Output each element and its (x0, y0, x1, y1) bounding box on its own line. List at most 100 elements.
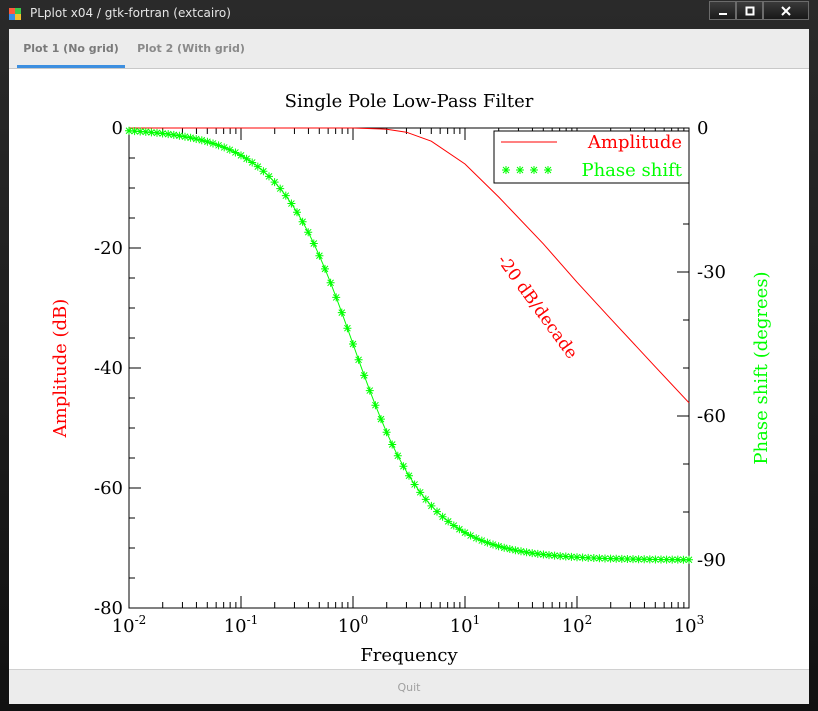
legend-phase-star (516, 166, 524, 174)
phase-marker (130, 127, 139, 136)
chart: Single Pole Low-Pass Filter 10-2 10-1 100 1… (50, 91, 772, 666)
phase-marker (298, 217, 307, 226)
phase-marker (309, 239, 318, 248)
plot-frame (128, 127, 690, 609)
phase-marker (589, 554, 598, 563)
y2-tick-label: 0 (697, 118, 708, 139)
phase-marker (337, 308, 346, 317)
maximize-button[interactable] (736, 1, 763, 20)
phase-marker (500, 543, 509, 552)
maximize-icon (745, 6, 754, 15)
phase-marker (237, 151, 245, 160)
legend-phase-star (544, 166, 552, 174)
phase-marker (595, 554, 604, 563)
phase-marker (377, 415, 385, 424)
phase-marker (539, 550, 548, 559)
phase-marker (606, 554, 615, 563)
phase-marker (438, 512, 447, 521)
phase-marker (332, 293, 341, 302)
phase-marker (522, 548, 531, 557)
y2-tick-label: -90 (697, 550, 726, 571)
phase-marker (421, 495, 430, 504)
phase-marker (668, 555, 677, 564)
phase-marker (561, 552, 570, 561)
phase-marker (679, 555, 688, 564)
phase-marker (477, 536, 486, 545)
x-tick-label: 101 (450, 613, 481, 637)
phase-marker (125, 126, 133, 135)
legend-phase-star (530, 166, 538, 174)
phase-marker (657, 555, 665, 564)
phase-marker (287, 199, 296, 208)
phase-marker (326, 278, 335, 287)
x-axis-label: Frequency (360, 645, 458, 666)
phase-marker (461, 528, 469, 537)
close-button[interactable] (763, 1, 809, 20)
app-icon (9, 8, 21, 20)
phase-marker (578, 553, 587, 562)
phase-marker (399, 462, 408, 471)
y-tick-label: -60 (94, 478, 123, 499)
x-tick-label: 10-1 (224, 613, 259, 637)
x-axis: 10-2 10-1 100 101 102 103 (112, 128, 704, 637)
x-tick-label: 100 (338, 613, 369, 637)
phase-marker (197, 136, 206, 145)
phase-marker (242, 154, 251, 163)
quit-button[interactable]: Quit (397, 680, 421, 694)
phase-marker (270, 178, 279, 187)
phase-marker (214, 141, 223, 150)
phase-marker (623, 555, 632, 564)
phase-marker (169, 130, 178, 139)
chart-title: Single Pole Low-Pass Filter (285, 91, 534, 112)
legend-phase-label: Phase shift (581, 160, 682, 181)
bottom-bar: Quit (9, 669, 809, 704)
phase-marker (449, 521, 458, 530)
phase-marker (354, 355, 363, 364)
phase-marker (393, 451, 402, 460)
phase-marker (388, 440, 397, 449)
tab-plot-1[interactable]: Plot 1 (No grid) (23, 42, 119, 55)
phase-marker (455, 525, 464, 534)
phase-marker (321, 264, 329, 273)
y-tick-label: 0 (112, 118, 123, 139)
phase-marker (685, 555, 693, 564)
y-tick-label: -40 (94, 358, 123, 379)
phase-marker (365, 386, 374, 395)
tab-plot-2[interactable]: Plot 2 (With grid) (137, 42, 245, 55)
phase-marker (673, 555, 682, 564)
active-tab-indicator (17, 65, 125, 68)
phase-marker (545, 551, 553, 560)
phase-marker (427, 501, 436, 510)
phase-marker (175, 131, 184, 140)
phase-line (128, 130, 689, 561)
phase-marker (147, 128, 156, 137)
phase-marker (416, 488, 425, 497)
close-icon (781, 5, 791, 16)
title-bar[interactable]: PLplot x04 / gtk-fortran (extcairo) (0, 0, 818, 28)
phase-marker (494, 542, 503, 551)
y-axis-label: Amplitude (dB) (50, 299, 71, 439)
phase-marker (651, 555, 660, 564)
phase-marker (617, 554, 626, 563)
client-area: Plot 1 (No grid) Plot 2 (With grid) Sing… (9, 29, 809, 704)
phase-marker (489, 540, 497, 549)
phase-marker (410, 480, 419, 489)
phase-marker (662, 555, 671, 564)
phase-marker (640, 555, 649, 564)
y-axis-right: 0 -30 -60 -90 (677, 118, 726, 609)
phase-marker (517, 547, 525, 556)
phase-marker (573, 553, 581, 562)
tab-bar: Plot 1 (No grid) Plot 2 (With grid) (9, 29, 809, 69)
y2-axis-label: Phase shift (degrees) (751, 271, 772, 464)
phase-marker (433, 507, 441, 516)
phase-marker (483, 538, 492, 547)
phase-marker (505, 545, 514, 554)
phase-marker (186, 133, 195, 142)
phase-marker (153, 128, 161, 137)
legend-phase-star (502, 166, 510, 174)
minimize-button[interactable] (709, 1, 736, 20)
window-title: PLplot x04 / gtk-fortran (extcairo) (30, 6, 231, 20)
phase-marker (645, 555, 654, 564)
phase-marker (634, 555, 643, 564)
